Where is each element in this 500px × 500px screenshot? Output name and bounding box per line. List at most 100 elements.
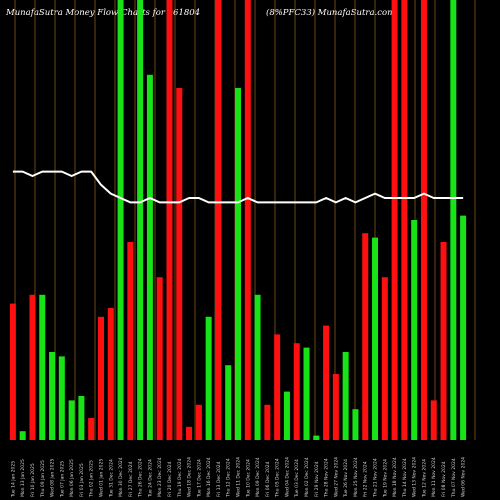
bar (352, 409, 359, 440)
bar (362, 233, 369, 440)
x-tick-label: Tue 17 Dec 2024 (196, 459, 202, 498)
bar (176, 88, 183, 440)
x-tick-label: Thu 07 Nov 2024 (451, 458, 457, 498)
x-tick-label: Tue 03 Dec 2024 (294, 459, 300, 498)
bar (156, 277, 163, 440)
bar (186, 426, 193, 440)
x-tick-label: Mon 23 Dec 2024 (157, 457, 163, 497)
x-tick-label: Fri 08 Nov 2024 (441, 461, 447, 497)
x-tick-label: Thu 28 Nov 2024 (324, 458, 330, 498)
x-tick-label: Fri 29 Nov 2024 (314, 461, 320, 497)
x-tick-label: Tue 12 Nov 2024 (421, 459, 427, 498)
bar (391, 0, 398, 440)
money-flow-line (12, 170, 464, 204)
bar (166, 0, 173, 440)
x-tick-label: Fri 06 Dec 2024 (265, 461, 271, 497)
bar (78, 396, 85, 440)
x-tick-label: Wed 18 Dec 2024 (187, 457, 193, 497)
x-tick-label: Fri 27 Dec 2024 (128, 461, 134, 497)
bar (235, 88, 241, 440)
bar (411, 220, 418, 440)
bar (49, 352, 56, 440)
bar (29, 294, 36, 440)
bar (342, 352, 349, 440)
bar (274, 334, 281, 440)
chart-title: MunafaSutra Money Flow Charts for 961804 (6, 8, 201, 18)
x-tick-label: Mon 11 Nov 2024 (431, 457, 437, 497)
bar (205, 316, 212, 440)
bar (225, 365, 232, 440)
x-tick-label: Mon 16 Dec 2024 (206, 457, 212, 497)
bar (244, 0, 251, 440)
x-tick-label: Fri 20 Dec 2024 (167, 461, 173, 497)
x-tick-label: Wed 04 Dec 2024 (284, 457, 290, 497)
x-tick-label: Fri 03 Jan 2025 (79, 463, 85, 497)
x-tick-label: Tue 26 Nov 2024 (343, 459, 349, 498)
chart-source: (8%PFC33) MunafaSutra.com (266, 8, 396, 18)
bar (68, 400, 75, 440)
bar (293, 343, 300, 440)
x-tick-label: Mon 30 Dec 2024 (118, 457, 124, 497)
x-tick-label: Wed 13 Nov 2024 (412, 457, 418, 497)
x-tick-label: Mon 06 Jan 2025 (69, 459, 75, 497)
bar (372, 237, 379, 440)
x-tick-label: Wed 08 Jan 2025 (50, 459, 56, 497)
bar (460, 215, 467, 440)
x-tick-label: Fri 13 Dec 2024 (216, 461, 222, 497)
bar (254, 294, 261, 440)
bar (283, 391, 290, 440)
x-tick-label: Thu 19 Dec 2024 (177, 458, 183, 498)
bar (313, 435, 320, 440)
x-tick-label: Thu 09 Jan 2025 (40, 460, 46, 498)
x-tick-label: Tue 14 Jan 2025 (10, 461, 16, 498)
x-tick-label: Thu 14 Nov 2024 (402, 458, 408, 498)
bar (195, 404, 202, 440)
x-tick-label: Mon 02 Dec 2024 (304, 457, 310, 497)
x-tick-label: Tue 07 Jan 2025 (59, 461, 65, 498)
bar (450, 0, 457, 440)
bar (146, 74, 153, 441)
bar (430, 400, 437, 440)
x-tick-label: Wed 01 Jan 2025 (98, 459, 104, 497)
x-tick-label: Tue 24 Dec 2024 (147, 459, 153, 498)
bar (58, 356, 65, 440)
x-tick-label: Wed 11 Dec 2024 (236, 457, 242, 497)
bar (127, 242, 134, 440)
bar (215, 0, 222, 440)
x-tick-label: Fri 10 Jan 2025 (30, 463, 36, 497)
bar (381, 277, 388, 440)
x-tick-label: Mon 25 Nov 2024 (353, 457, 359, 497)
bar (107, 308, 114, 440)
bar (420, 0, 427, 440)
bar (97, 316, 104, 440)
bar (19, 431, 26, 440)
bar (332, 374, 339, 440)
x-tick-labels: Tue 14 Jan 2025 Mon 13 Jan 2025 Fri 10 Jan… (10, 457, 466, 498)
bar (88, 418, 95, 440)
bar (137, 0, 144, 440)
x-tick-label: Tue 10 Dec 2024 (245, 459, 251, 498)
x-tick-label: Thu 21 Nov 2024 (373, 458, 379, 498)
x-tick-label: Tue 19 Nov 2024 (382, 459, 388, 498)
bar (323, 325, 330, 440)
x-tick-label: Thu 05 Dec 2024 (275, 458, 281, 498)
bar (440, 242, 447, 440)
x-tick-label: Wed 27 Nov 2024 (333, 457, 339, 497)
bars (9, 0, 467, 441)
bar (117, 0, 124, 440)
x-tick-label: Thu 26 Dec 2024 (138, 458, 144, 498)
bar (401, 0, 408, 440)
x-tick-label: Tue 31 Dec 2024 (108, 459, 114, 498)
bar (264, 404, 271, 440)
x-tick-label: Mon 09 Dec 2024 (255, 457, 261, 497)
x-tick-label: Wed 06 Nov 2024 (461, 457, 467, 497)
x-tick-label: Mon 13 Jan 2025 (20, 459, 26, 497)
x-tick-label: Fri 22 Nov 2024 (363, 461, 369, 497)
x-tick-label: Thu 12 Dec 2024 (226, 458, 232, 498)
x-tick-label: Mon 18 Nov 2024 (392, 457, 398, 497)
x-tick-label: Thu 02 Jan 2025 (89, 460, 95, 498)
bar (303, 347, 310, 440)
bar (9, 303, 16, 440)
